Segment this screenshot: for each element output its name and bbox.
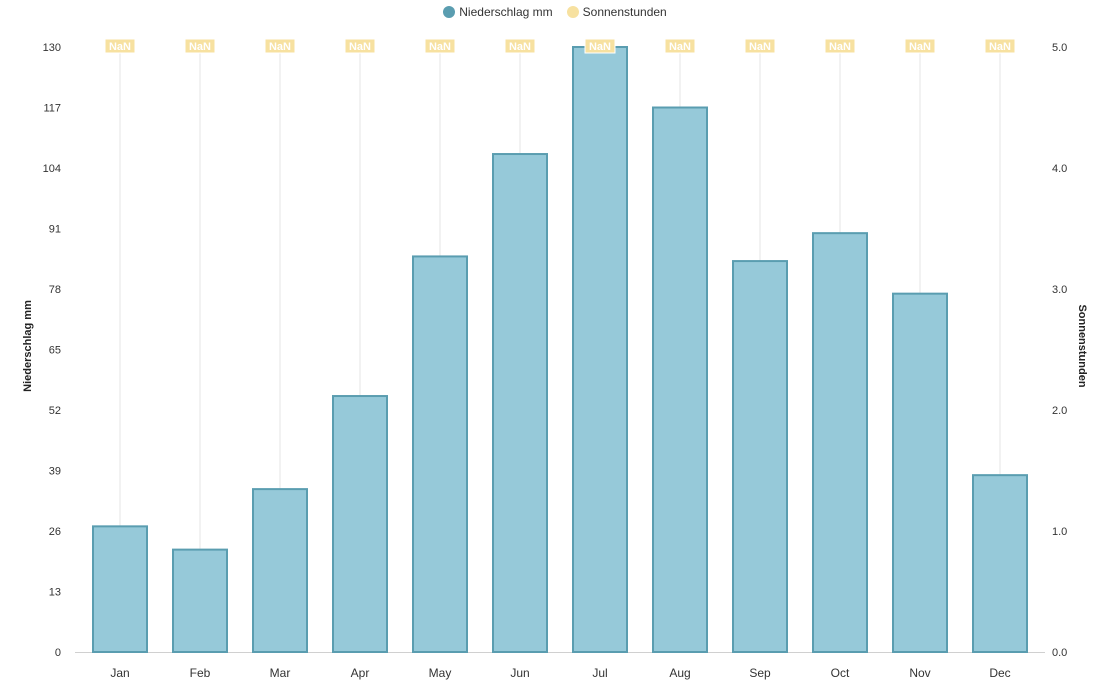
nan-label: NaN [269,41,291,53]
y-tick-right: 4.0 [1052,163,1067,175]
nan-label-box [104,38,136,54]
nan-label-box [824,38,856,54]
bar [892,292,948,653]
legend-swatch-sunshine [566,6,579,18]
nan-label-box [344,38,376,54]
legend-swatch-precipitation [443,6,456,18]
y-tick-left: 65 [49,345,61,357]
x-tick-label: Mar [270,666,291,680]
y-tick-right: 1.0 [1052,526,1067,538]
y-tick-right: 3.0 [1052,284,1067,296]
x-tick-label: Sep [749,666,771,680]
bar [412,255,468,653]
legend-label-precipitation: Niederschlag mm [459,5,553,19]
nan-label: NaN [509,41,531,53]
chart-legend: Niederschlag mm Sonnenstunden [0,5,1110,19]
nan-label: NaN [989,41,1011,53]
y-tick-left: 52 [49,405,61,417]
x-tick-label: Jan [110,666,129,680]
bar [92,525,148,653]
x-tick-label: Nov [909,666,930,680]
nan-label-box [504,38,536,54]
y-tick-left: 13 [49,587,61,599]
nan-label: NaN [829,41,851,53]
x-tick-label: Feb [190,666,211,680]
bar [972,474,1028,653]
x-tick-label: Dec [989,666,1010,680]
nan-label: NaN [349,41,371,53]
nan-label-box [264,38,296,54]
x-tick-label: Apr [351,666,370,680]
y-tick-right: 0.0 [1052,647,1067,659]
bar [332,395,388,653]
legend-item-precipitation[interactable]: Niederschlag mm [443,5,553,19]
bar [812,232,868,653]
bar [492,153,548,654]
nan-label-box [664,38,696,54]
y-tick-left: 130 [43,42,61,54]
nan-label: NaN [909,41,931,53]
nan-label: NaN [669,41,691,53]
nan-label: NaN [749,41,771,53]
legend-label-sunshine: Sonnenstunden [582,5,667,19]
y-tick-left: 78 [49,284,61,296]
nan-label-box [904,38,936,54]
nan-label: NaN [589,41,611,53]
bar [172,548,228,653]
y-tick-left: 91 [49,224,61,236]
y-tick-left: 117 [43,103,61,115]
nan-label: NaN [109,41,131,53]
y-tick-left: 39 [49,466,61,478]
nan-label: NaN [429,41,451,53]
y-tick-left: 26 [49,526,61,538]
y-tick-left: 0 [55,647,61,659]
nan-label-box [424,38,456,54]
bar [252,488,308,653]
y-tick-right: 5.0 [1052,42,1067,54]
nan-label-box [584,38,616,54]
bar [572,46,628,653]
bar [732,260,788,653]
y-tick-left: 104 [43,163,61,175]
x-tick-label: Jul [592,666,607,680]
y-tick-right: 2.0 [1052,405,1067,417]
bar [652,106,708,653]
x-tick-label: Oct [831,666,850,680]
nan-label-box [744,38,776,54]
nan-label: NaN [189,41,211,53]
nan-label-box [984,38,1016,54]
x-tick-label: Aug [669,666,690,680]
x-tick-label: Jun [510,666,529,680]
nan-label-box [184,38,216,54]
x-tick-label: May [429,666,452,680]
legend-item-sunshine[interactable]: Sonnenstunden [566,5,667,19]
